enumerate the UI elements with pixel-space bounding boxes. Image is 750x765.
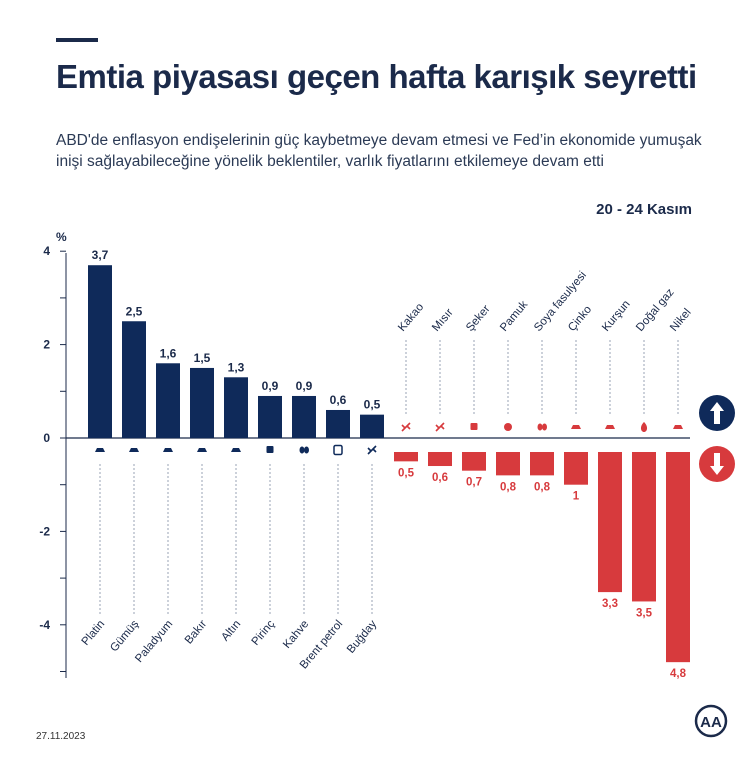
y-tick-label: -2 [39,524,50,538]
bar-value-label: 1,6 [160,346,177,360]
category-label: Pamuk [498,299,530,334]
oil-barrel-icon [333,444,343,456]
category-label: Bakır [183,618,210,646]
bar-value-label: 1 [573,491,580,503]
rice-bag-icon [266,446,274,453]
y-axis: % 4 2 0 -2 -4 [39,230,67,678]
y-tick-label: -4 [39,618,50,632]
bar-positive [156,363,180,438]
bar-negative [530,452,554,476]
ingot-icon [605,425,615,429]
bar-value-label: 0,5 [364,398,381,412]
bar-value-label: 3,5 [636,607,653,619]
top-rule [56,38,98,42]
bar-positive [360,414,384,438]
bar-negative [666,452,690,663]
category-label: Buğday [345,618,379,656]
footer-date: 27.11.2023 [36,731,86,742]
cotton-icon [504,423,512,431]
sugar-icon [470,423,478,430]
y-axis-unit-label: % [56,230,67,244]
category-label: Gümüş [108,618,141,654]
bar-value-label: 0,7 [466,477,482,489]
bar-value-label: 3,7 [92,248,109,262]
category-label: Kakao [396,301,426,334]
cocoa-icon [401,422,411,432]
category-label: Pirinç [250,618,278,648]
bar-value-label: 0,8 [500,481,517,493]
date-range: 20 - 24 Kasım [596,201,692,218]
ingot-icon [95,448,105,452]
bar-positive [122,321,146,438]
category-label: Çinko [566,304,594,334]
bar-value-label: 0,8 [534,481,551,493]
coffee-bean-icon [299,446,309,454]
bar-value-label: 0,9 [296,379,313,393]
category-label: Şeker [464,303,493,334]
bar-positive [292,395,316,438]
bar-negative [496,452,520,476]
category-label: Platin [80,618,108,648]
bar-value-label: 1,5 [194,351,211,365]
y-tick-label: 4 [43,244,50,258]
bar-negative [632,452,656,602]
gas-flame-icon [640,422,648,432]
ingot-icon [231,448,241,452]
category-label: Nikel [668,307,694,334]
ingot-icon [129,448,139,452]
arrow-down-icon [710,453,724,475]
ingot-icon [163,448,173,452]
up-indicator [699,395,735,431]
bar-value-label: 0,6 [432,472,448,484]
bar-positive [88,265,112,438]
bar-value-label: 0,5 [398,467,415,479]
bar-value-label: 0,9 [262,379,279,393]
arrow-up-icon [710,402,724,424]
bar-negative [598,452,622,593]
bar-value-label: 2,5 [126,304,143,318]
bar-value-label: 1,3 [228,360,245,374]
bar-negative [462,452,486,471]
ingot-icon [673,425,683,429]
aa-logo-ring [694,704,728,738]
bar-positive [190,367,214,438]
soybean-icon [537,423,547,431]
category-label: Kahve [281,618,311,651]
bar-positive [224,377,248,438]
bar-value-label: 0,6 [330,393,347,407]
bar-negative [394,452,418,462]
category-label: Mısır [430,307,456,334]
bar-value-label: 3,3 [602,598,618,610]
aa-logo: AA [694,704,728,738]
wheat-icon [367,445,377,455]
bar-negative [564,452,588,485]
page-title: Emtia piyasası geçen hafta karışık seyre… [56,58,697,95]
down-indicator [699,446,735,482]
category-label: Kurşun [600,298,633,334]
bar-positive [258,395,282,438]
y-tick-label: 2 [43,338,50,352]
ingot-icon [571,425,581,429]
category-label: Altın [219,618,243,643]
page-subtitle: ABD'de enflasyon endişelerinin güç kaybe… [56,132,702,170]
corn-icon [435,422,445,432]
bar-value-label: 4,8 [670,668,687,680]
y-tick-label: 0 [43,431,50,445]
ingot-icon [197,448,207,452]
bar-negative [428,452,452,467]
bar-positive [326,409,350,438]
aa-logo-text: AA [700,714,722,731]
